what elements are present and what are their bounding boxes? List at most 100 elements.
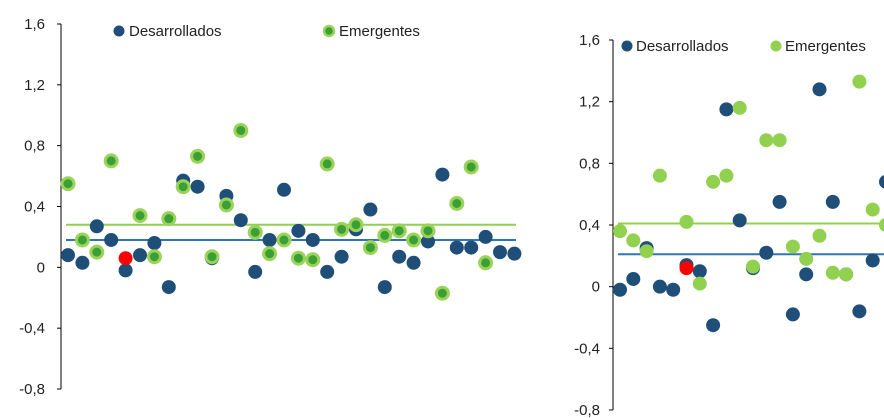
point-emergentes bbox=[463, 159, 479, 175]
point-emergentes bbox=[175, 179, 191, 195]
legend-right: Desarrollados Emergentes bbox=[621, 38, 866, 55]
legend-marker-emergentes bbox=[322, 24, 336, 38]
point-desarrollados bbox=[377, 280, 392, 295]
point-desarrollados bbox=[666, 282, 681, 297]
point-desarrollados bbox=[291, 223, 306, 238]
point-desarrollados bbox=[706, 318, 721, 333]
point-emergentes bbox=[719, 168, 734, 183]
y-tick-label: -0,8 bbox=[574, 402, 600, 418]
point-emergentes bbox=[759, 133, 774, 148]
point-desarrollados bbox=[75, 255, 90, 270]
point-desarrollados bbox=[772, 194, 787, 209]
point-desarrollados bbox=[406, 255, 421, 270]
point-emergentes bbox=[865, 202, 880, 217]
point-emergentes bbox=[732, 100, 747, 115]
point-emergentes bbox=[692, 276, 707, 291]
point-desarrollados bbox=[421, 234, 435, 249]
y-tick-label: 0,4 bbox=[24, 199, 45, 216]
legend-label-emergentes: Emergentes bbox=[339, 23, 420, 40]
point-desarrollados bbox=[449, 240, 464, 255]
y-tick-label: 1,2 bbox=[24, 77, 45, 94]
point-emergentes bbox=[89, 244, 105, 260]
point-emergentes bbox=[103, 153, 119, 169]
legend-left: Desarrollados Emergentes bbox=[113, 23, 420, 40]
point-emergentes bbox=[626, 233, 641, 248]
point-desarrollados bbox=[147, 236, 162, 250]
point-emergentes bbox=[852, 74, 867, 89]
legend-marker-emergentes bbox=[770, 40, 782, 52]
point-desarrollados bbox=[248, 264, 263, 279]
point-emergentes bbox=[839, 267, 854, 282]
y-tick-label: 0,8 bbox=[24, 138, 45, 155]
point-desarrollados bbox=[652, 279, 667, 294]
point-emergentes bbox=[420, 223, 436, 239]
point-desarrollados bbox=[277, 182, 291, 197]
point-emergentes bbox=[377, 227, 393, 243]
point-desarrollados bbox=[865, 253, 880, 268]
point-desarrollados bbox=[305, 232, 320, 247]
point-desarrollados bbox=[161, 280, 176, 295]
point-desarrollados bbox=[785, 307, 800, 322]
point-desarrollados bbox=[190, 179, 205, 194]
point-desarrollados bbox=[392, 249, 407, 264]
point-emergentes bbox=[290, 250, 306, 266]
point-emergentes bbox=[319, 156, 335, 172]
y-tick-label: 0,8 bbox=[579, 155, 600, 172]
y-tick-label: 0 bbox=[592, 279, 600, 296]
point-desarrollados bbox=[464, 240, 479, 255]
point-emergentes bbox=[746, 259, 760, 274]
point-emergentes bbox=[391, 223, 407, 239]
point-desarrollados bbox=[493, 245, 507, 260]
point-desarrollados bbox=[812, 82, 827, 97]
point-desarrollados bbox=[262, 232, 277, 247]
point-desarrollados bbox=[692, 264, 707, 279]
point-desarrollados bbox=[613, 282, 627, 297]
point-emergentes bbox=[132, 208, 148, 224]
point-desarrollados bbox=[852, 304, 867, 319]
point-desarrollados bbox=[732, 213, 747, 228]
point-desarrollados bbox=[61, 248, 75, 263]
point-emergentes bbox=[262, 246, 278, 262]
point-desarrollados bbox=[719, 102, 734, 117]
point-desarrollados bbox=[133, 248, 147, 263]
point-desarrollados bbox=[334, 249, 349, 264]
point-desarrollados bbox=[879, 175, 884, 189]
point-emergentes bbox=[679, 214, 694, 229]
point-emergentes bbox=[706, 174, 721, 189]
legend-label-desarrollados: Desarrollados bbox=[636, 38, 729, 55]
legend-marker-desarrollados bbox=[621, 40, 633, 52]
point-emergentes bbox=[478, 255, 494, 271]
point-emergentes bbox=[879, 218, 884, 232]
y-tick-label: -0,4 bbox=[574, 340, 600, 357]
point-highlight bbox=[679, 261, 694, 276]
point-emergentes bbox=[305, 252, 321, 268]
point-emergentes bbox=[639, 244, 654, 259]
point-emergentes bbox=[785, 239, 800, 254]
point-emergentes bbox=[60, 176, 76, 192]
chart-right: Desarrollados Emergentes 1,6 1,2 0,8 0,4 0 -0… bbox=[574, 32, 884, 418]
point-emergentes bbox=[74, 232, 90, 248]
legend-label-emergentes: Emergentes bbox=[785, 38, 866, 55]
point-emergentes bbox=[204, 249, 220, 265]
y-tick-label: -0,4 bbox=[19, 320, 45, 337]
point-desarrollados bbox=[825, 194, 840, 209]
point-emergentes bbox=[276, 232, 292, 248]
point-emergentes bbox=[449, 195, 465, 211]
point-desarrollados bbox=[799, 267, 814, 282]
point-desarrollados bbox=[759, 245, 774, 260]
point-emergentes bbox=[190, 148, 206, 164]
legend-label-desarrollados: Desarrollados bbox=[129, 23, 222, 40]
y-tick-label: 1,6 bbox=[579, 32, 600, 49]
point-emergentes bbox=[362, 240, 378, 256]
point-emergentes bbox=[247, 224, 263, 240]
point-desarrollados bbox=[233, 213, 248, 228]
point-desarrollados bbox=[104, 232, 119, 247]
y-tick-label: 1,6 bbox=[24, 16, 45, 33]
y-tick-label: 1,2 bbox=[579, 94, 600, 111]
point-desarrollados bbox=[118, 263, 133, 278]
point-desarrollados bbox=[435, 167, 450, 182]
point-emergentes bbox=[233, 122, 249, 138]
point-desarrollados bbox=[626, 271, 641, 286]
y-tick-label: 0,4 bbox=[579, 217, 600, 234]
